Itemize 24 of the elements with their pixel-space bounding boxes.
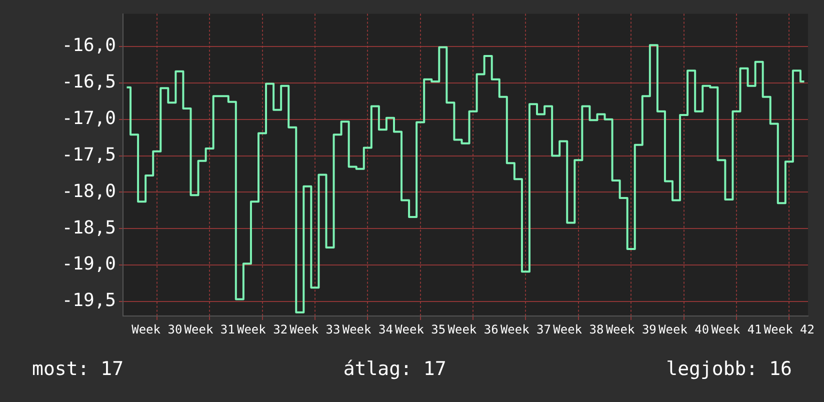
x-tick-label: Week 37 [500, 322, 552, 336]
x-tick-label: Week 42 [764, 322, 814, 336]
x-tick-label: Week 33 [290, 322, 340, 336]
y-tick-label: -18,0 [62, 180, 116, 202]
x-tick-label: Week 36 [448, 322, 498, 336]
x-tick-label: Week 38 [553, 322, 604, 336]
x-tick-label: Week 30 [132, 322, 182, 336]
y-tick-label: -16,5 [62, 72, 116, 93]
x-tick-label: Week 40 [658, 322, 710, 336]
x-tick-label: Week 31 [184, 322, 235, 336]
x-tick-label: Week 34 [342, 322, 393, 336]
x-tick-label: Week 41 [711, 322, 762, 336]
text: legjobb: 16 [666, 358, 792, 380]
x-tick-label: Week 32 [236, 322, 288, 336]
text: most: 17 [32, 358, 124, 380]
y-tick-label: -17,0 [62, 108, 116, 130]
y-tick-label: -17,5 [62, 144, 116, 166]
y-tick-label: -19,5 [62, 290, 116, 312]
text: átlag: 17 [343, 358, 446, 380]
y-tick-label: -19,0 [62, 254, 116, 275]
x-tick-label: Week 35 [395, 322, 446, 336]
x-tick-label: Week 39 [606, 322, 656, 336]
y-tick-label: -16,0 [62, 35, 116, 56]
y-tick-label: -18,5 [62, 217, 116, 238]
